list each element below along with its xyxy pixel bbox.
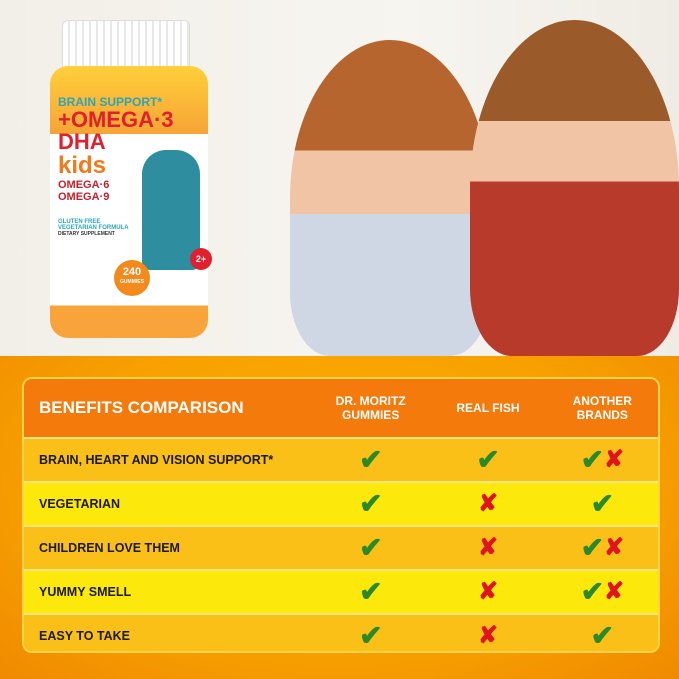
benefit-label: EASY TO TAKE — [39, 629, 130, 643]
product-bottle: BRAIN SUPPORT* +OMEGA·3 DHA kids OMEGA·6… — [50, 20, 212, 338]
comparison-cell: ✔ — [547, 622, 658, 650]
table-row: YUMMY SMELL ✔ ✘ ✔ ✘ — [24, 569, 658, 613]
age-badge: 2+ — [190, 248, 212, 270]
comparison-cell: ✘ — [429, 536, 546, 560]
column-header: REAL FISH — [456, 401, 520, 415]
table-row: VEGETARIAN ✔ ✘ ✔ — [24, 481, 658, 525]
check-icon: ✔ — [590, 488, 615, 519]
cross-icon: ✘ — [478, 578, 499, 605]
check-icon: ✔ — [359, 488, 383, 519]
check-icon: ✔ — [590, 620, 615, 651]
bear-mascot — [142, 150, 200, 270]
check-icon: ✔ — [359, 532, 383, 563]
benefit-label: YUMMY SMELL — [39, 585, 132, 599]
check-icon: ✔ — [359, 444, 383, 475]
bottle-cap — [62, 20, 190, 70]
cross-icon: ✘ — [478, 490, 499, 517]
comparison-cell: ✘ — [429, 580, 546, 604]
comparison-cell: ✔ — [312, 534, 429, 562]
check-icon: ✔ — [580, 444, 605, 475]
comparison-cell: ✔ — [312, 622, 429, 650]
comparison-cell: ✘ — [429, 624, 546, 648]
cross-icon: ✘ — [478, 622, 499, 649]
comparison-cell: ✔ — [312, 578, 429, 606]
comparison-cell: ✔ ✘ — [547, 446, 658, 474]
table-title: BENEFITS COMPARISON — [39, 398, 244, 417]
count-badge: 240 GUMMIES — [114, 260, 150, 296]
benefit-label: CHILDREN LOVE THEM — [39, 541, 180, 555]
comparison-cell: ✔ ✘ — [547, 534, 658, 562]
cross-icon: ✘ — [604, 446, 625, 473]
check-icon: ✔ — [359, 576, 383, 607]
comparison-cell: ✔ ✘ — [547, 578, 658, 606]
check-icon: ✔ — [580, 532, 605, 563]
cross-icon: ✘ — [604, 534, 625, 561]
check-icon: ✔ — [580, 576, 605, 607]
column-header: ANOTHER BRANDS — [572, 394, 632, 422]
comparison-cell: ✘ — [429, 492, 546, 516]
comparison-cell: ✔ — [429, 446, 546, 474]
comparison-cell: ✔ — [312, 446, 429, 474]
comparison-cell: ✔ — [312, 490, 429, 518]
table-row: EASY TO TAKE ✔ ✘ ✔ — [24, 613, 658, 651]
bottle-label: BRAIN SUPPORT* +OMEGA·3 DHA kids OMEGA·6… — [58, 95, 174, 237]
column-header: DR. MORITZ GUMMIES — [335, 394, 406, 422]
comparison-table: BENEFITS COMPARISON DR. MORITZ GUMMIES R… — [22, 377, 660, 653]
check-icon: ✔ — [359, 620, 383, 651]
table-row: BRAIN, HEART AND VISION SUPPORT* ✔ ✔ ✔ ✘ — [24, 437, 658, 481]
cross-icon: ✘ — [478, 534, 499, 561]
table-row: CHILDREN LOVE THEM ✔ ✘ ✔ ✘ — [24, 525, 658, 569]
benefit-label: VEGETARIAN — [39, 497, 121, 511]
comparison-cell: ✔ — [547, 490, 658, 518]
cross-icon: ✘ — [604, 578, 625, 605]
check-icon: ✔ — [476, 444, 500, 475]
benefit-label: BRAIN, HEART AND VISION SUPPORT* — [39, 453, 274, 467]
table-header: BENEFITS COMPARISON DR. MORITZ GUMMIES R… — [24, 379, 658, 437]
